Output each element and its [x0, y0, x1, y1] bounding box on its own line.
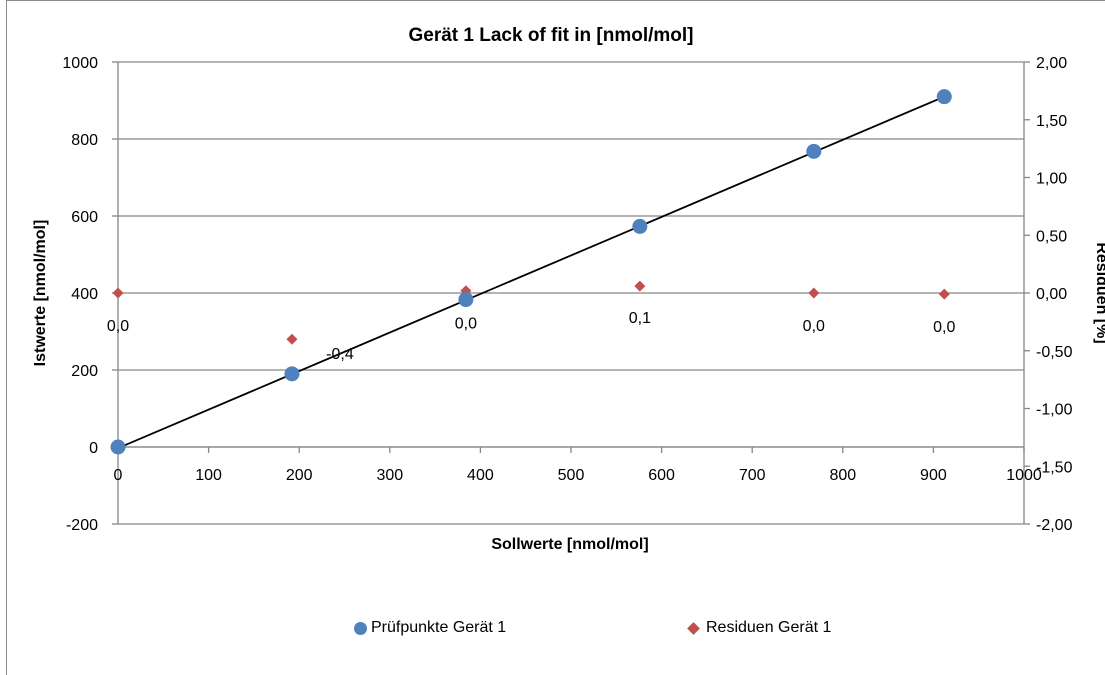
- residual-data-label: 0,0: [933, 319, 955, 336]
- residual-point: [112, 287, 124, 299]
- residual-point: [808, 287, 820, 299]
- residual-point: [634, 280, 646, 292]
- y-tick-label: 600: [71, 209, 98, 226]
- y2-tick-label: -1,50: [1036, 459, 1073, 476]
- x-tick-label: 100: [195, 467, 222, 484]
- chart-title: Gerät 1 Lack of fit in [nmol/mol]: [408, 25, 693, 46]
- y2-tick-label: -1,00: [1036, 402, 1073, 419]
- chart-frame: [6, 0, 1105, 675]
- y2-tick-label: 0,50: [1036, 228, 1067, 245]
- residual-data-label: 0,0: [803, 318, 825, 335]
- x-tick-label: 700: [739, 467, 766, 484]
- y-tick-label: 1000: [62, 55, 98, 72]
- x-tick-label: 1000: [1006, 467, 1042, 484]
- y2-tick-label: 1,00: [1036, 171, 1067, 188]
- legend-label-pruefpunkte: Prüfpunkte Gerät 1: [371, 619, 507, 636]
- y-tick-label: -200: [66, 517, 98, 534]
- legend-item-residuen: Residuen Gerät 1: [687, 619, 831, 637]
- residual-point: [286, 333, 298, 345]
- y2-tick-label: 2,00: [1036, 55, 1067, 72]
- data-marks: 0,0 -0,4 0,0 0,1 0,0 0,0: [107, 89, 955, 455]
- tick-labels: -20002004006008001000-2,00-1,50-1,00-0,5…: [62, 55, 1072, 534]
- pruefpunkt-point: [936, 89, 952, 105]
- x-tick-label: 600: [648, 467, 675, 484]
- x-tick-label: 800: [829, 467, 856, 484]
- y-tick-label: 400: [71, 286, 98, 303]
- legend: Prüfpunkte Gerät 1 Residuen Gerät 1: [0, 619, 1105, 641]
- residual-point: [938, 288, 950, 300]
- residual-data-label: -0,4: [326, 346, 354, 363]
- legend-item-pruefpunkte: Prüfpunkte Gerät 1: [354, 619, 506, 637]
- pruefpunkt-point: [284, 366, 300, 382]
- y2-tick-label: 0,00: [1036, 286, 1067, 303]
- y2-tick-label: -2,00: [1036, 517, 1073, 534]
- legend-label-residuen: Residuen Gerät 1: [706, 619, 832, 636]
- x-tick-label: 900: [920, 467, 947, 484]
- pruefpunkt-point: [110, 439, 126, 455]
- diamond-marker-icon: [687, 621, 700, 635]
- y2-axis-label: Residuen [%]: [1093, 242, 1105, 343]
- x-tick-label: 500: [558, 467, 585, 484]
- y-tick-label: 0: [89, 440, 98, 457]
- gridlines: [118, 61, 1024, 525]
- x-tick-label: 0: [114, 467, 123, 484]
- y-tick-label: 800: [71, 132, 98, 149]
- x-axis-label: Sollwerte [nmol/mol]: [491, 536, 648, 553]
- y2-tick-label: -0,50: [1036, 344, 1073, 361]
- trendline: [117, 95, 945, 449]
- y-tick-label: 200: [71, 363, 98, 380]
- pruefpunkt-point: [632, 218, 648, 234]
- x-tick-label: 200: [286, 467, 313, 484]
- x-tick-label: 400: [467, 467, 494, 484]
- residual-data-label: 0,0: [455, 316, 477, 333]
- y-axis-label: Istwerte [nmol/mol]: [32, 220, 49, 367]
- y2-tick-label: 1,50: [1036, 113, 1067, 130]
- pruefpunkt-point: [806, 143, 822, 159]
- x-tick-label: 300: [376, 467, 403, 484]
- circle-marker-icon: [354, 621, 367, 635]
- pruefpunkt-point: [458, 292, 474, 308]
- residual-data-label: 0,1: [629, 310, 651, 327]
- residual-data-label: 0,0: [107, 318, 129, 335]
